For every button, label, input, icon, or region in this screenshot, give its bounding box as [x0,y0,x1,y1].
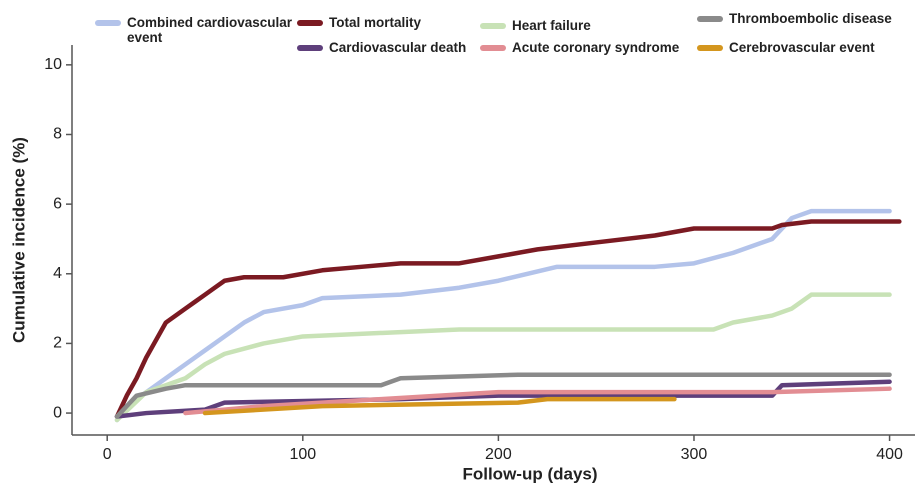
x-tick-label: 200 [485,446,512,463]
y-tick-label: 4 [53,265,62,282]
y-tick-label: 10 [44,56,62,73]
y-tick-label: 0 [53,404,62,421]
legend-swatch [297,20,323,26]
series-line [114,208,892,423]
legend-label: Cerebrovascular event [729,40,875,55]
legend-item: Thromboembolic disease [697,11,917,26]
series-line [114,372,892,419]
legend-label: Heart failure [512,18,591,33]
legend-label: Total mortality [329,15,422,30]
legend-swatch [95,20,121,26]
series-line [183,386,892,416]
legend-swatch [297,45,323,51]
y-tick-label: 2 [53,335,62,352]
series-line [114,292,892,423]
legend-item: Combined cardiovascular event [95,15,300,45]
x-tick-label: 0 [103,446,112,463]
legend-label: Cardiovascular death [329,40,467,55]
legend-swatch [480,45,506,51]
legend-label: Combined cardiovascular event [127,15,293,45]
series-line [114,219,902,419]
x-tick-label: 100 [289,446,316,463]
y-axis-label: Cumulative incidence (%) [9,137,28,343]
legend-item: Cardiovascular death [297,40,497,55]
legend-swatch [697,45,723,51]
legend-item: Cerebrovascular event [697,40,917,55]
legend-swatch [697,16,723,22]
legend-label: Thromboembolic disease [729,11,892,26]
legend-swatch [480,23,506,29]
series-line [202,396,677,416]
y-tick-label: 6 [53,195,62,212]
y-tick-label: 8 [53,126,62,143]
x-axis-label: Follow-up (days) [462,464,597,483]
x-tick-label: 300 [681,446,708,463]
legend-item: Heart failure [480,18,700,33]
legend-item: Acute coronary syndrome [480,40,700,55]
legend-item: Total mortality [297,15,497,30]
legend-label: Acute coronary syndrome [512,40,680,55]
x-tick-label: 400 [876,446,903,463]
